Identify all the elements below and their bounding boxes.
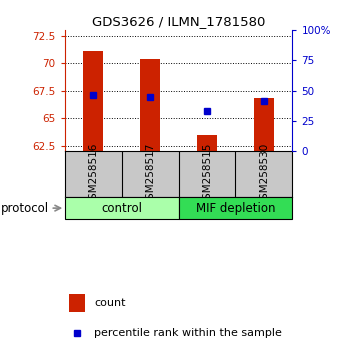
Text: control: control bbox=[101, 202, 142, 215]
Text: MIF depletion: MIF depletion bbox=[196, 202, 275, 215]
Text: count: count bbox=[94, 298, 126, 308]
Text: GSM258517: GSM258517 bbox=[145, 142, 155, 206]
Text: percentile rank within the sample: percentile rank within the sample bbox=[94, 328, 282, 338]
FancyBboxPatch shape bbox=[65, 197, 178, 219]
Text: protocol: protocol bbox=[1, 202, 49, 215]
Text: GSM258516: GSM258516 bbox=[88, 142, 98, 206]
Bar bbox=[197, 135, 217, 151]
Title: GDS3626 / ILMN_1781580: GDS3626 / ILMN_1781580 bbox=[92, 15, 265, 28]
FancyBboxPatch shape bbox=[178, 197, 292, 219]
Bar bbox=[254, 98, 274, 151]
Bar bbox=[69, 295, 85, 312]
Text: GSM258530: GSM258530 bbox=[259, 142, 269, 206]
Text: GSM258515: GSM258515 bbox=[202, 142, 212, 206]
Bar bbox=[83, 51, 103, 151]
Bar bbox=[140, 59, 160, 151]
